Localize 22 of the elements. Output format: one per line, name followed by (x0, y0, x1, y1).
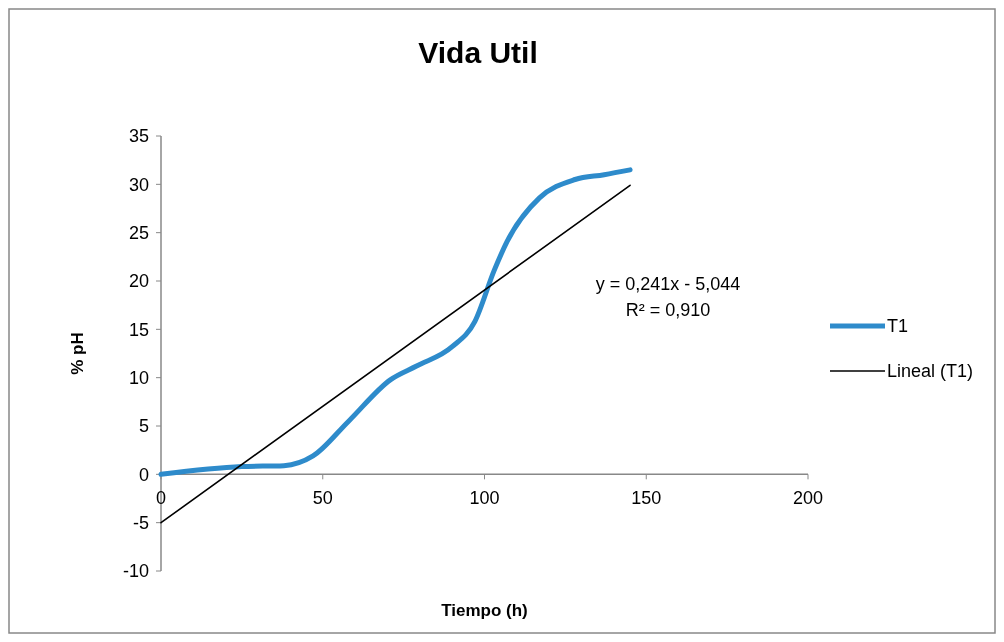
y-tick-label: 35 (128, 126, 149, 147)
x-tick-label: 200 (792, 488, 824, 509)
y-tick-label: -5 (132, 512, 149, 533)
y-tick-label: 25 (128, 222, 149, 243)
y-tick-label: 20 (128, 271, 149, 292)
y-tick-label: 0 (138, 464, 149, 485)
legend-label: Lineal (T1) (887, 361, 974, 382)
x-tick-label: 50 (312, 488, 333, 509)
y-tick-label: 5 (138, 416, 149, 437)
legend-label: T1 (887, 316, 909, 337)
x-axis-title: Tiempo (h) (441, 601, 528, 620)
x-tick-label: 100 (469, 488, 500, 509)
y-tick-label: 30 (128, 174, 149, 195)
annotation: y = 0,241x - 5,044 (595, 274, 741, 294)
x-tick-label: 0 (155, 488, 167, 509)
chart-title: Vida Util (418, 36, 538, 69)
annotation: R² = 0,910 (625, 300, 711, 320)
y-tick-label: -10 (122, 561, 149, 582)
y-axis-title: % pH (68, 332, 87, 375)
y-tick-label: 15 (128, 319, 149, 340)
y-tick-label: 10 (128, 367, 149, 388)
x-tick-label: 150 (631, 488, 662, 509)
